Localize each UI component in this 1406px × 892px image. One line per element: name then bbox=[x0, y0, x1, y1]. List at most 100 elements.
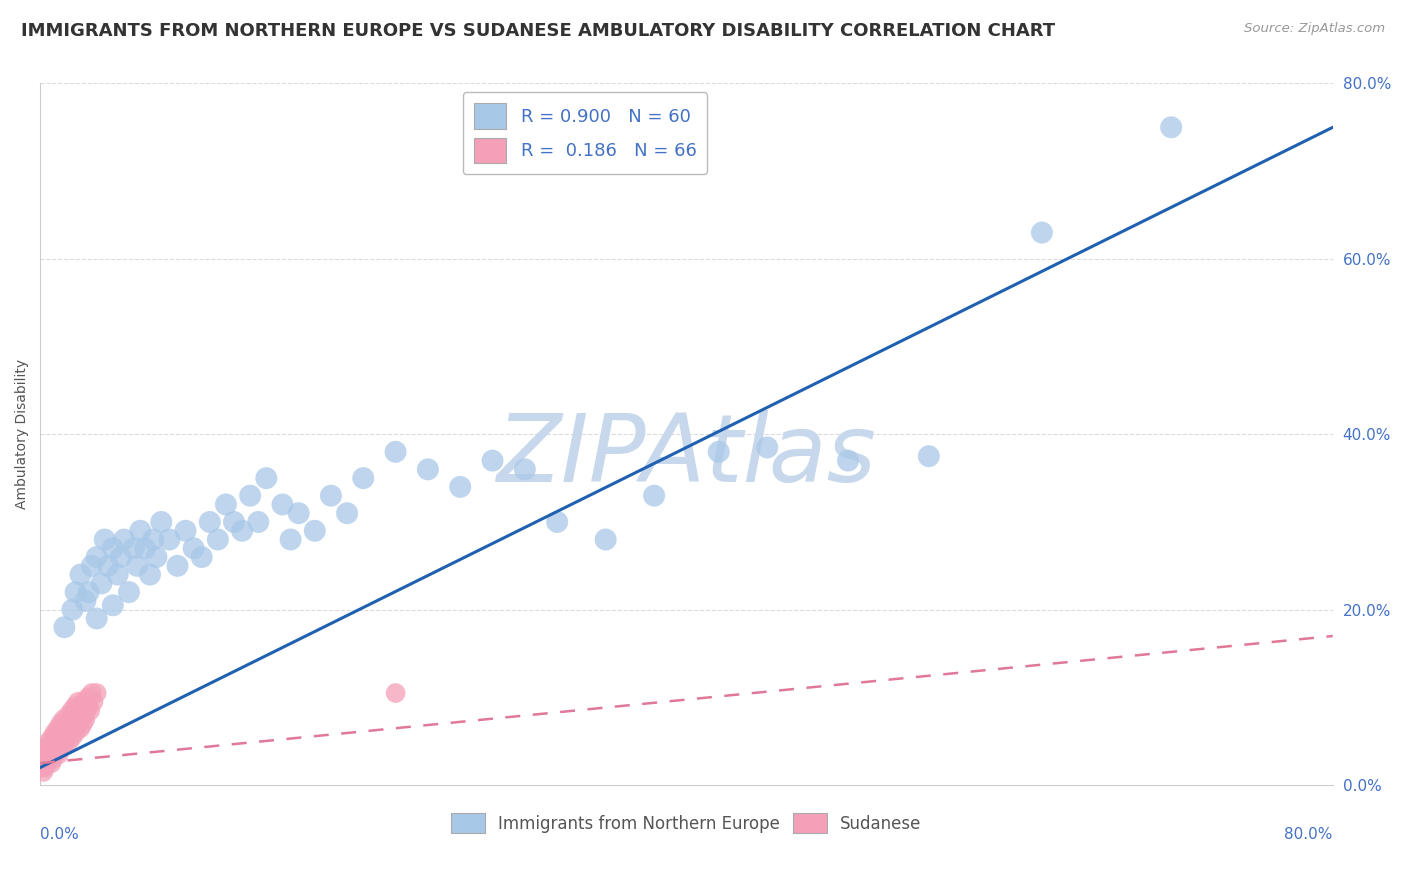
Point bbox=[112, 533, 135, 547]
Point bbox=[52, 734, 75, 748]
Point bbox=[280, 533, 302, 547]
Point bbox=[231, 524, 253, 538]
Point bbox=[75, 699, 97, 714]
Text: 0.0%: 0.0% bbox=[41, 827, 79, 842]
Point bbox=[42, 752, 65, 766]
Point bbox=[73, 695, 96, 709]
Point bbox=[49, 739, 72, 753]
Point bbox=[55, 734, 77, 748]
Point bbox=[107, 567, 129, 582]
Text: Source: ZipAtlas.com: Source: ZipAtlas.com bbox=[1244, 22, 1385, 36]
Point bbox=[32, 743, 55, 757]
Point bbox=[79, 704, 101, 718]
Point bbox=[215, 498, 238, 512]
Legend: Immigrants from Northern Europe, Sudanese: Immigrants from Northern Europe, Sudanes… bbox=[444, 806, 928, 840]
Point bbox=[60, 704, 83, 718]
Point bbox=[150, 515, 173, 529]
Point bbox=[44, 747, 66, 762]
Point bbox=[32, 764, 55, 779]
Point bbox=[69, 704, 91, 718]
Point bbox=[69, 721, 91, 735]
Point bbox=[41, 730, 63, 744]
Point bbox=[65, 725, 87, 739]
Point bbox=[129, 524, 152, 538]
Point bbox=[449, 480, 471, 494]
Point bbox=[44, 725, 66, 739]
Point bbox=[62, 712, 84, 726]
Point bbox=[271, 498, 294, 512]
Point bbox=[254, 471, 277, 485]
Point bbox=[239, 489, 262, 503]
Point bbox=[46, 721, 69, 735]
Point bbox=[416, 462, 439, 476]
Point bbox=[198, 515, 221, 529]
Point bbox=[142, 533, 165, 547]
Point bbox=[222, 515, 245, 529]
Point bbox=[384, 686, 406, 700]
Point bbox=[58, 734, 80, 748]
Point bbox=[69, 567, 91, 582]
Point bbox=[247, 515, 270, 529]
Point bbox=[52, 712, 75, 726]
Point bbox=[53, 721, 76, 735]
Point bbox=[35, 756, 58, 771]
Point bbox=[70, 699, 93, 714]
Point bbox=[304, 524, 326, 538]
Point bbox=[145, 550, 167, 565]
Point bbox=[166, 558, 188, 573]
Point bbox=[41, 756, 63, 771]
Point bbox=[122, 541, 145, 556]
Point bbox=[190, 550, 212, 565]
Point bbox=[481, 453, 503, 467]
Point bbox=[56, 730, 79, 744]
Point bbox=[643, 489, 665, 503]
Point bbox=[336, 506, 359, 520]
Point bbox=[1160, 120, 1182, 135]
Point bbox=[101, 599, 124, 613]
Point bbox=[30, 752, 52, 766]
Point bbox=[76, 690, 98, 705]
Point bbox=[72, 716, 94, 731]
Point bbox=[62, 730, 84, 744]
Point bbox=[31, 752, 53, 766]
Point bbox=[93, 533, 115, 547]
Point bbox=[67, 712, 90, 726]
Point bbox=[86, 611, 108, 625]
Point bbox=[51, 725, 73, 739]
Point bbox=[134, 541, 156, 556]
Point bbox=[86, 550, 108, 565]
Point bbox=[918, 449, 941, 463]
Point bbox=[58, 708, 80, 723]
Point bbox=[53, 620, 76, 634]
Point bbox=[319, 489, 342, 503]
Point bbox=[67, 695, 90, 709]
Point bbox=[82, 695, 104, 709]
Point bbox=[76, 704, 98, 718]
Point bbox=[53, 739, 76, 753]
Point bbox=[174, 524, 197, 538]
Point bbox=[756, 441, 779, 455]
Point bbox=[73, 708, 96, 723]
Point bbox=[118, 585, 141, 599]
Text: ZIPAtlas: ZIPAtlas bbox=[496, 409, 876, 500]
Point bbox=[707, 445, 730, 459]
Y-axis label: Ambulatory Disability: Ambulatory Disability bbox=[15, 359, 30, 509]
Point bbox=[70, 708, 93, 723]
Point bbox=[48, 747, 70, 762]
Point bbox=[63, 699, 86, 714]
Point bbox=[80, 686, 103, 700]
Point bbox=[77, 699, 100, 714]
Point bbox=[59, 725, 82, 739]
Point bbox=[125, 558, 148, 573]
Point bbox=[101, 541, 124, 556]
Point bbox=[45, 734, 67, 748]
Point bbox=[65, 708, 87, 723]
Point bbox=[384, 445, 406, 459]
Point bbox=[37, 752, 59, 766]
Point bbox=[513, 462, 536, 476]
Point bbox=[48, 730, 70, 744]
Point bbox=[90, 576, 112, 591]
Point bbox=[97, 558, 120, 573]
Point bbox=[1031, 226, 1053, 240]
Point bbox=[66, 716, 89, 731]
